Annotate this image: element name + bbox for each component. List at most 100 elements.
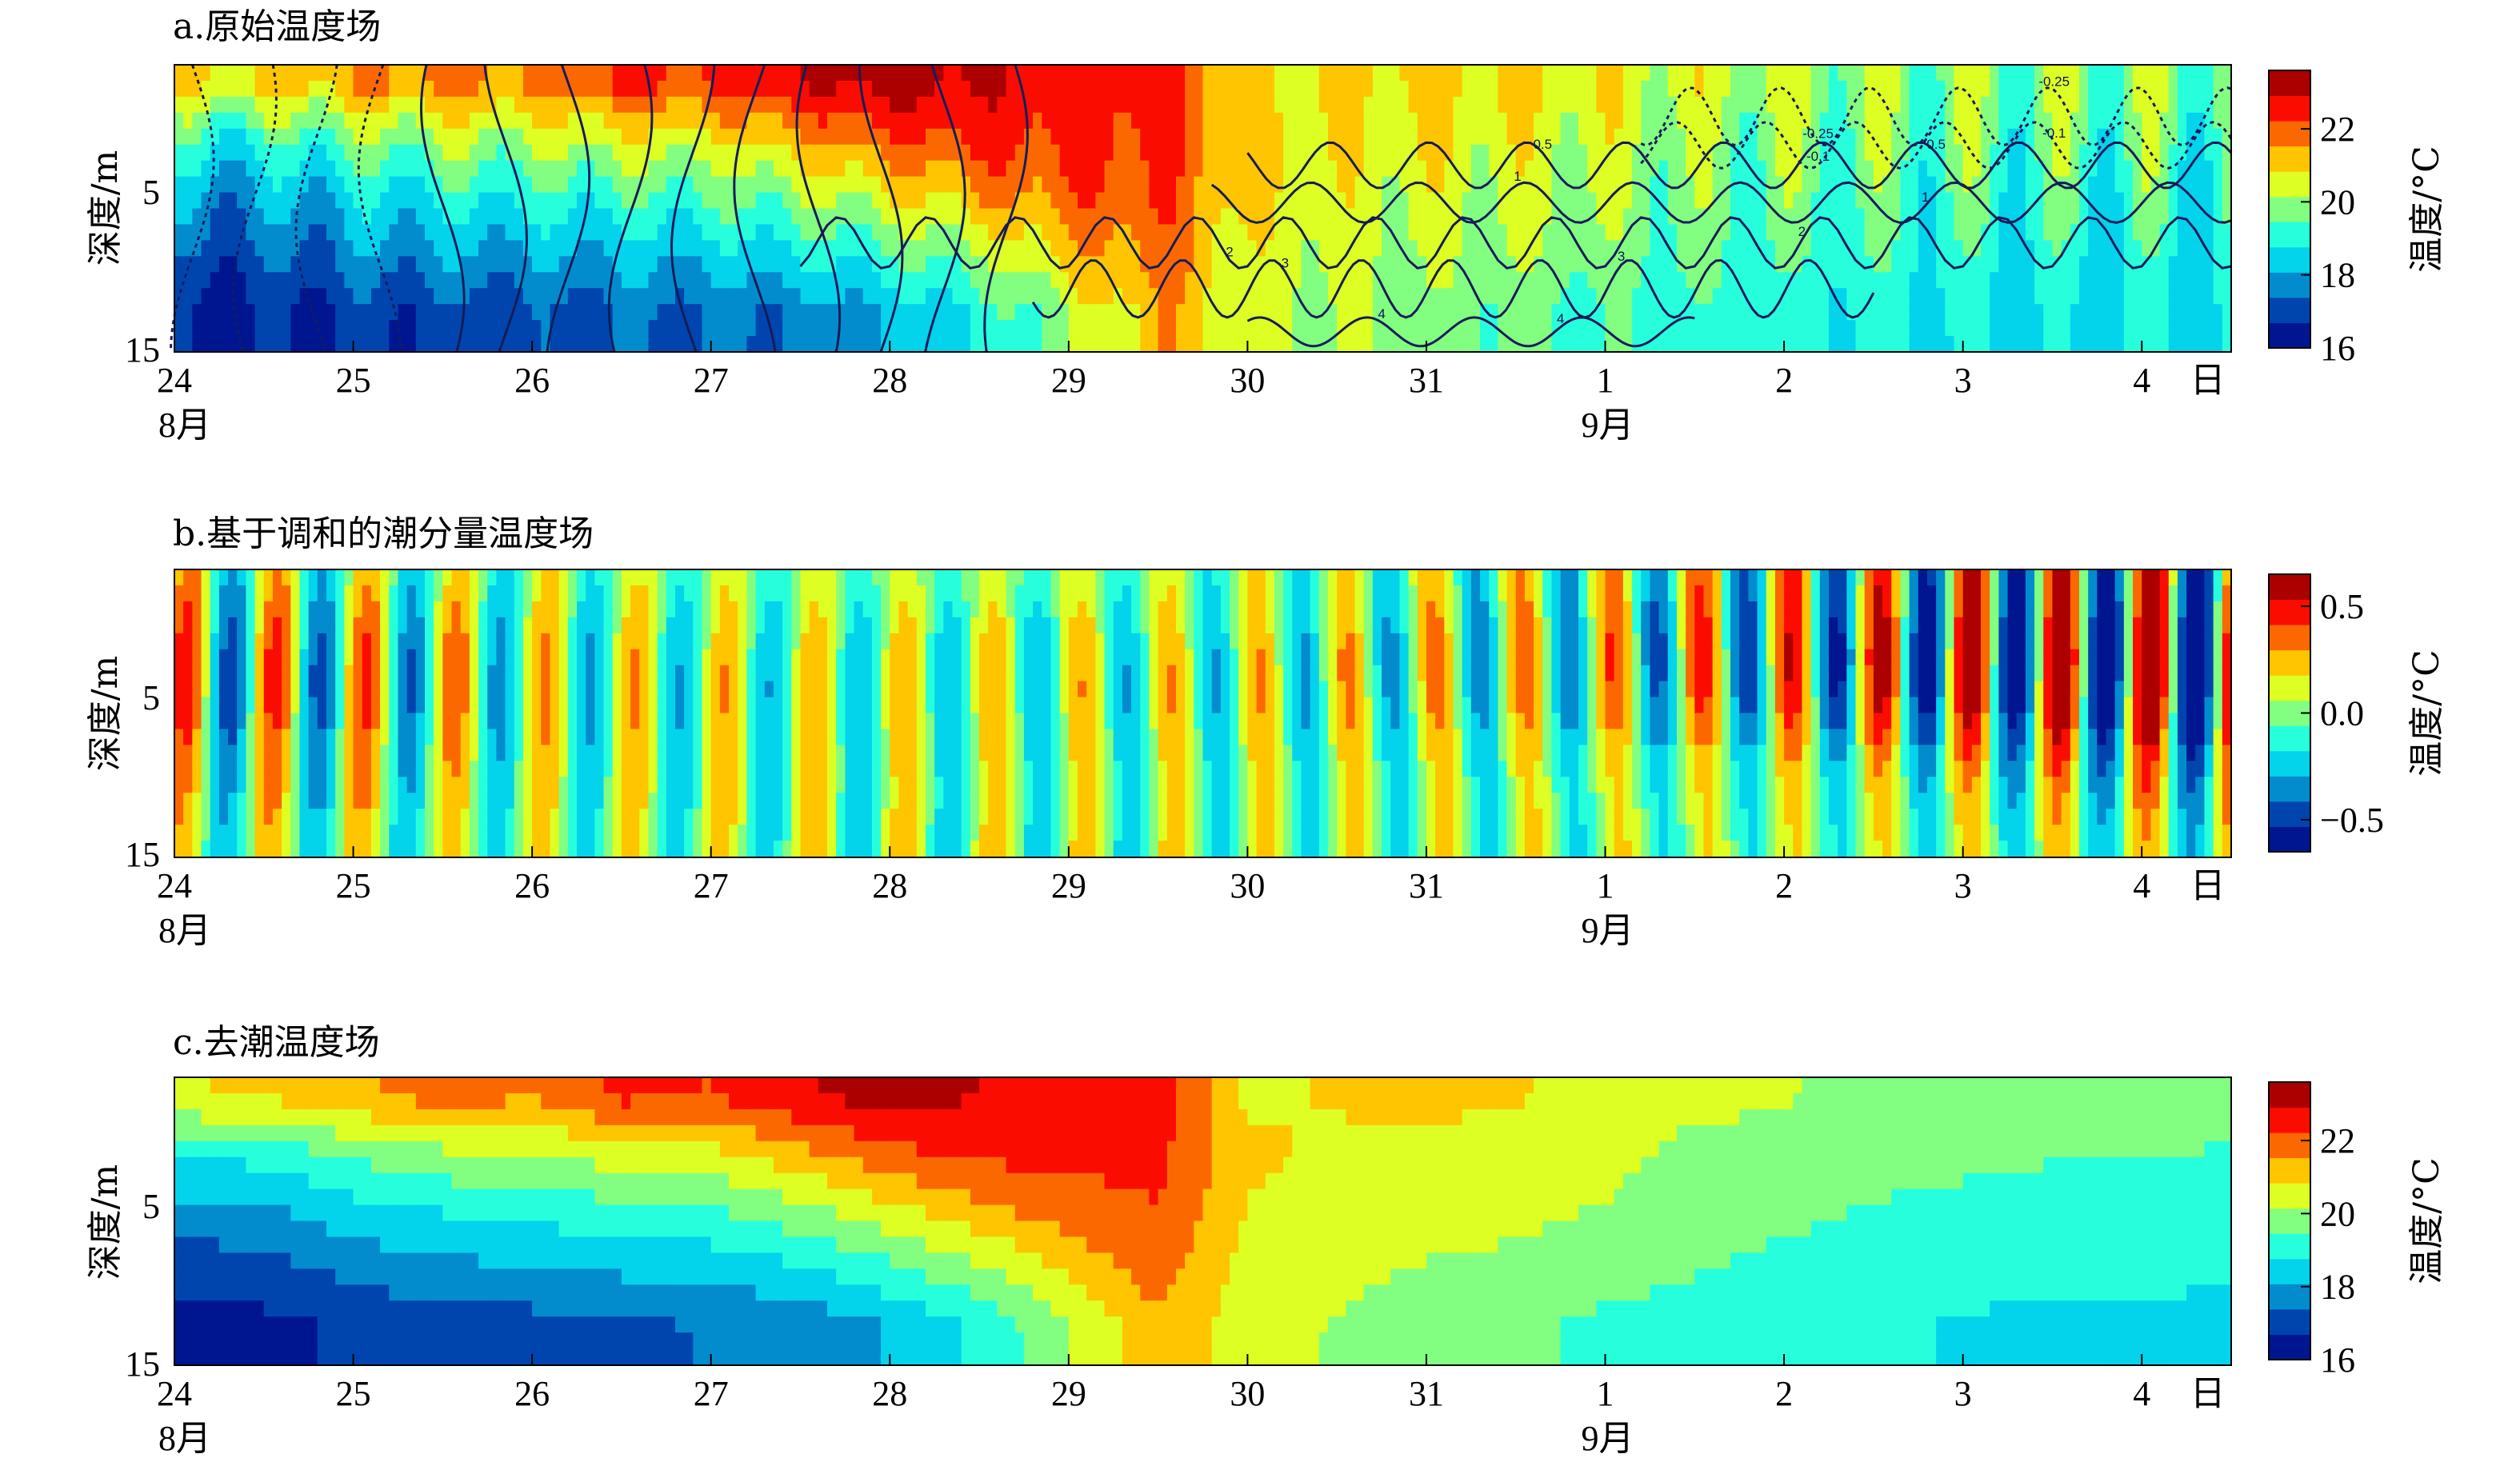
heatmap-cell: [434, 617, 443, 634]
heatmap-cell: [326, 256, 336, 273]
heatmap-cell: [1006, 320, 1016, 337]
heatmap-cell: [1658, 96, 1669, 114]
heatmap-cell: [1480, 112, 1490, 130]
heatmap-cell: [370, 793, 381, 809]
heatmap-cell: [228, 681, 238, 698]
heatmap-cell: [2097, 160, 2107, 178]
heatmap-cell: [577, 208, 586, 226]
heatmap-cell: [218, 681, 229, 698]
heatmap-cell: [871, 224, 882, 241]
heatmap-cell: [1632, 176, 1642, 194]
heatmap-cell: [218, 697, 229, 714]
heatmap-cell: [1068, 320, 1078, 337]
heatmap-cell: [532, 144, 542, 162]
heatmap-cell: [1283, 272, 1293, 289]
heatmap-cell: [782, 80, 792, 98]
heatmap-cell: [773, 224, 783, 241]
heatmap-cell: [237, 288, 247, 305]
heatmap-cell: [406, 80, 417, 98]
heatmap-cell: [541, 649, 551, 666]
heatmap-cell: [845, 112, 855, 130]
heatmap-cell: [335, 617, 345, 634]
heatmap-cell: [862, 192, 873, 210]
heatmap-cell: [1140, 208, 1150, 226]
heatmap-cell: [1838, 320, 1847, 337]
heatmap-cell: [389, 304, 399, 321]
heatmap-cell: [344, 569, 354, 586]
heatmap-cell: [272, 320, 282, 337]
heatmap-cell: [1382, 96, 1391, 114]
heatmap-cell: [1694, 320, 1705, 337]
heatmap-cell: [496, 697, 506, 714]
heatmap-cell: [2133, 65, 2142, 82]
heatmap-cell: [1506, 96, 1517, 114]
heatmap-cell: [434, 729, 443, 745]
heatmap-cell: [1095, 65, 1106, 82]
heatmap-cell: [818, 304, 828, 321]
heatmap-cell: [943, 240, 954, 257]
heatmap-cell: [684, 288, 694, 305]
heatmap-cell: [353, 841, 363, 857]
heatmap-cell: [1819, 176, 1830, 194]
heatmap-cell: [1810, 320, 1821, 337]
heatmap-cell: [1793, 192, 1803, 210]
heatmap-cell: [398, 649, 408, 666]
heatmap-cell: [2061, 192, 2071, 210]
heatmap-cell: [317, 665, 327, 682]
heatmap-cell: [586, 208, 595, 226]
heatmap-cell: [1059, 80, 1070, 98]
heatmap-cell: [1667, 304, 1678, 321]
heatmap-cell: [1498, 96, 1508, 114]
heatmap-cell: [1712, 128, 1722, 146]
heatmap-cell: [1328, 224, 1338, 241]
heatmap-cell: [1014, 304, 1025, 321]
heatmap-cell: [1256, 272, 1266, 289]
heatmap-cell: [1515, 320, 1526, 337]
heatmap-cell: [2186, 272, 2196, 289]
heatmap-cell: [1068, 160, 1078, 178]
heatmap-cell: [282, 144, 291, 162]
heatmap-cell: [630, 336, 640, 353]
heatmap-cell: [1435, 144, 1445, 162]
heatmap-cell: [1864, 160, 1874, 178]
heatmap-cell: [1802, 176, 1812, 194]
heatmap-cell: [299, 304, 310, 321]
heatmap-cell: [2088, 160, 2098, 178]
heatmap-cell: [1667, 176, 1678, 194]
heatmap-cell: [1220, 224, 1230, 241]
heatmap-cell: [415, 272, 426, 289]
heatmap-cell: [1828, 272, 1838, 289]
heatmap-cell: [2186, 288, 2196, 305]
heatmap-cell: [254, 96, 265, 114]
heatmap-cell: [451, 825, 462, 841]
heatmap-cell: [1622, 160, 1633, 178]
heatmap-cell: [1954, 240, 1964, 257]
heatmap-cell: [1256, 192, 1266, 210]
heatmap-cell: [1158, 192, 1168, 210]
heatmap-cell: [1721, 96, 1731, 114]
heatmap-cell: [308, 208, 318, 226]
heatmap-cell: [1247, 112, 1258, 130]
heatmap-cell: [335, 208, 345, 226]
heatmap-cell: [532, 633, 542, 650]
heatmap-cell: [755, 336, 766, 353]
heatmap-cell: [586, 80, 595, 98]
heatmap-cell: [1292, 208, 1302, 226]
heatmap-cell: [1686, 256, 1695, 273]
heatmap-cell: [192, 336, 202, 353]
heatmap-cell: [1605, 80, 1615, 98]
heatmap-cell: [1408, 65, 1418, 82]
heatmap-cell: [192, 617, 202, 634]
heatmap-cell: [183, 649, 193, 666]
heatmap-cell: [2159, 160, 2170, 178]
heatmap-cell: [1819, 112, 1830, 130]
heatmap-cell: [1515, 224, 1526, 241]
heatmap-cell: [567, 208, 578, 226]
heatmap-cell: [890, 256, 900, 273]
heatmap-cell: [1149, 224, 1159, 241]
heatmap-cell: [1757, 160, 1767, 178]
heatmap-cell: [1095, 304, 1106, 321]
heatmap-cell: [2204, 176, 2214, 194]
heatmap-cell: [246, 617, 256, 634]
heatmap-cell: [1050, 288, 1061, 305]
